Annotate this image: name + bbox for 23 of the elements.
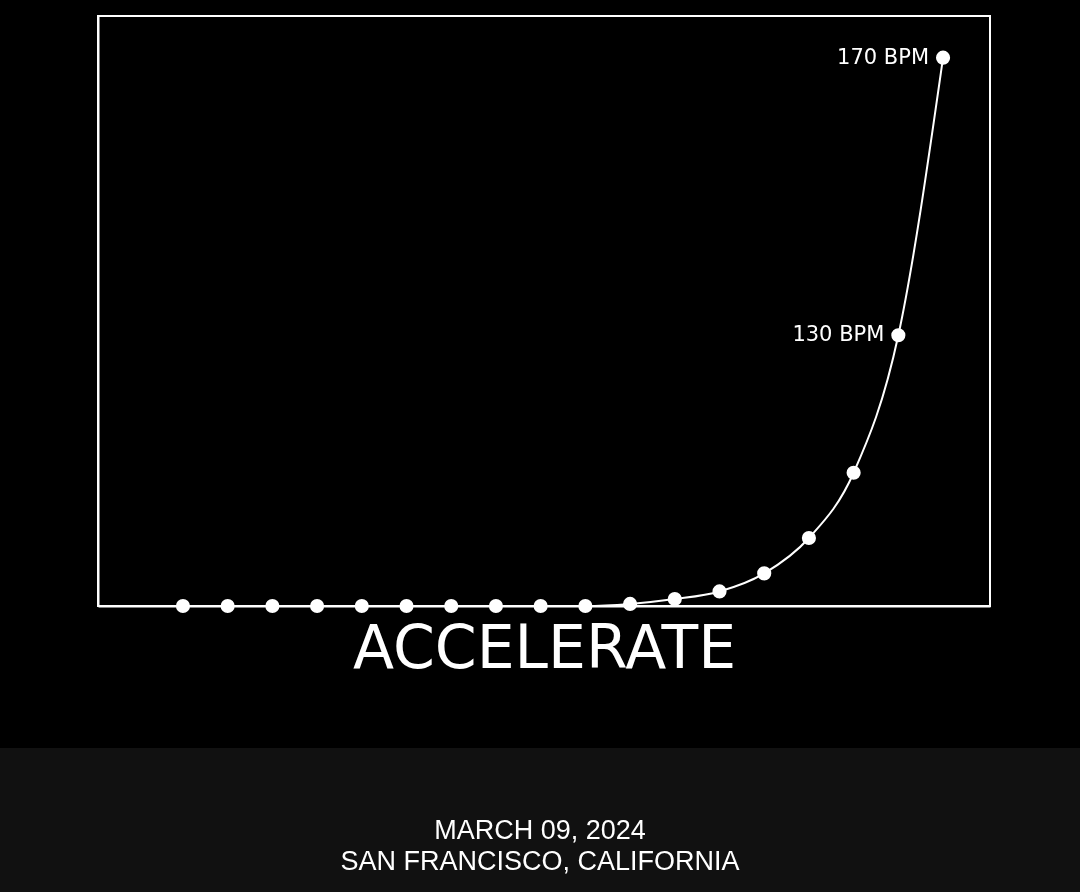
- point: [220, 598, 235, 614]
- point: [578, 598, 593, 614]
- point: [175, 598, 191, 614]
- text: SAN FRANCISCO, CALIFORNIA: [340, 846, 740, 876]
- data-label: 130 BPM: [792, 322, 885, 347]
- point: [533, 598, 548, 614]
- point: [846, 465, 861, 480]
- point: [310, 598, 325, 614]
- point: [444, 598, 459, 614]
- x-axis-title: ACCELERATE: [352, 611, 737, 682]
- point: [801, 530, 816, 546]
- point: [623, 596, 638, 611]
- text: MARCH 09, 2024: [434, 815, 646, 845]
- point: [488, 598, 504, 614]
- point: [757, 566, 772, 581]
- point: [399, 598, 414, 614]
- point: [891, 328, 906, 343]
- point: [354, 598, 369, 614]
- point: [667, 592, 682, 607]
- point: [712, 584, 727, 599]
- point: [265, 598, 280, 614]
- data-label: 170 BPM: [837, 44, 930, 69]
- point: [935, 50, 951, 65]
